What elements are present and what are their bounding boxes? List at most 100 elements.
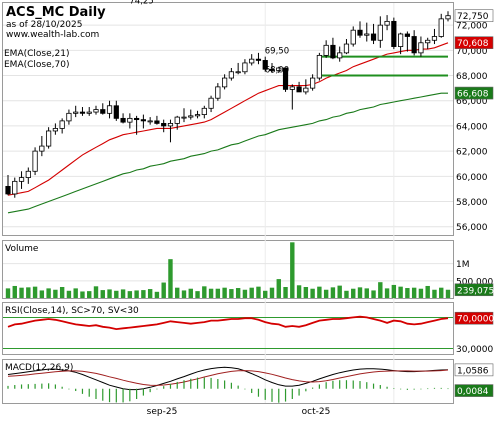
ema21-legend: EMA(Close,21) <box>4 49 69 59</box>
volume-bar <box>39 290 45 298</box>
macd-histogram-bar <box>210 377 212 389</box>
volume-value-tag-box <box>454 283 494 297</box>
volume-bar <box>87 291 92 298</box>
volume-bar <box>432 289 437 298</box>
volume-bar <box>222 287 227 298</box>
macd-histogram-bar <box>251 388 253 394</box>
macd-histogram-bar <box>7 385 9 389</box>
macd-histogram-bar <box>230 382 232 389</box>
candle-body <box>262 60 268 70</box>
macd-histogram-bar <box>447 388 449 390</box>
ema70-value-tag: 66,608 <box>457 90 489 100</box>
macd-histogram-bar <box>88 388 90 397</box>
macd-histogram-bar <box>115 388 117 403</box>
volume-bar <box>256 286 261 298</box>
candle-body <box>357 29 363 36</box>
macd-histogram-bar <box>95 388 97 400</box>
volume-bar <box>344 290 349 298</box>
volume-bar <box>425 285 430 298</box>
as-of-date: as of 28/10/2025 <box>6 20 82 30</box>
last-price-tag: 72,750 <box>457 12 489 22</box>
candle-body <box>269 68 275 71</box>
candle-body <box>18 177 25 182</box>
volume-bar <box>120 289 126 298</box>
volume-bar <box>364 288 369 298</box>
macd-histogram-bar <box>332 380 334 389</box>
candle-body <box>25 170 31 178</box>
candle-body <box>384 20 390 26</box>
ema70-value-tag-box <box>454 86 494 100</box>
macd-histogram-bar <box>345 380 348 389</box>
volume-y-tick: 500,000 <box>456 277 493 287</box>
volume-bar <box>235 288 241 298</box>
x-tick-sep: sep-25 <box>147 407 178 417</box>
volume-bar <box>351 288 356 298</box>
macd-panel-frame <box>2 359 454 404</box>
macd-histogram-bar <box>284 388 287 402</box>
chart-marks <box>5 11 451 403</box>
candle-body <box>255 58 262 61</box>
rsi-line <box>7 315 449 331</box>
macd-histogram-bar <box>224 380 226 389</box>
volume-bar <box>330 287 336 298</box>
volume-bar <box>215 288 221 298</box>
macd-histogram-bar <box>325 382 327 389</box>
candle-body <box>46 130 52 147</box>
volume-bar <box>371 290 376 298</box>
macd-histogram-bar <box>142 388 144 396</box>
candle-body <box>154 120 160 124</box>
candle-body <box>32 150 38 172</box>
rsi-y-tick: 30,0000 <box>456 345 493 355</box>
candle-body <box>5 185 11 195</box>
price-y-tick: 66,000 <box>456 97 488 107</box>
volume-bar <box>269 287 275 298</box>
volume-bar <box>154 291 160 298</box>
macd-histogram-bar <box>318 384 320 389</box>
volume-bar <box>107 289 112 298</box>
volume-bar <box>93 286 99 298</box>
volume-bar <box>26 287 31 298</box>
candle-body <box>222 77 228 88</box>
macd-histogram-bar <box>372 383 375 389</box>
candle-body <box>39 145 45 152</box>
candle-body <box>343 43 350 54</box>
macd-histogram-bar <box>176 381 178 389</box>
macd-histogram-bar <box>61 386 63 389</box>
candle-body <box>330 44 336 59</box>
volume-bar <box>53 289 58 298</box>
candle-body <box>303 87 309 93</box>
volume-bar <box>188 288 193 298</box>
macd-line <box>7 366 449 391</box>
price-annotation: 69,50 <box>265 47 289 57</box>
macd-histogram-bar <box>413 388 415 390</box>
candle-body <box>296 86 302 93</box>
rsi-value-tag-box <box>454 311 494 325</box>
volume-bar <box>32 286 38 298</box>
macd-histogram-bar <box>129 388 131 402</box>
macd-histogram-bar <box>386 386 388 389</box>
price-panel-frame <box>2 2 454 236</box>
candle-body <box>235 71 241 74</box>
volume-bar <box>296 285 302 298</box>
macd-histogram-bar <box>359 381 361 389</box>
candle-body <box>438 18 444 37</box>
candle-body <box>391 20 397 47</box>
volume-bar <box>242 289 248 298</box>
candle-body <box>113 105 119 119</box>
price-y-tick: 62,000 <box>456 148 488 158</box>
price-y-tick: 64,000 <box>456 122 488 132</box>
indicator-lines <box>7 42 449 391</box>
volume-bar <box>384 288 390 298</box>
rsi-value-tag: 70,0000 <box>457 315 494 325</box>
volume-bar <box>357 287 363 298</box>
volume-bar <box>161 282 166 298</box>
last-price-tag-box <box>454 9 494 23</box>
ema70-legend: EMA(Close,70) <box>4 60 69 70</box>
macd-histogram-bar <box>68 388 70 390</box>
candle-body <box>425 39 431 44</box>
candle-body <box>377 24 383 41</box>
macd-histogram-bar <box>406 388 408 390</box>
candle-body <box>127 117 133 123</box>
candle-body <box>404 33 410 37</box>
